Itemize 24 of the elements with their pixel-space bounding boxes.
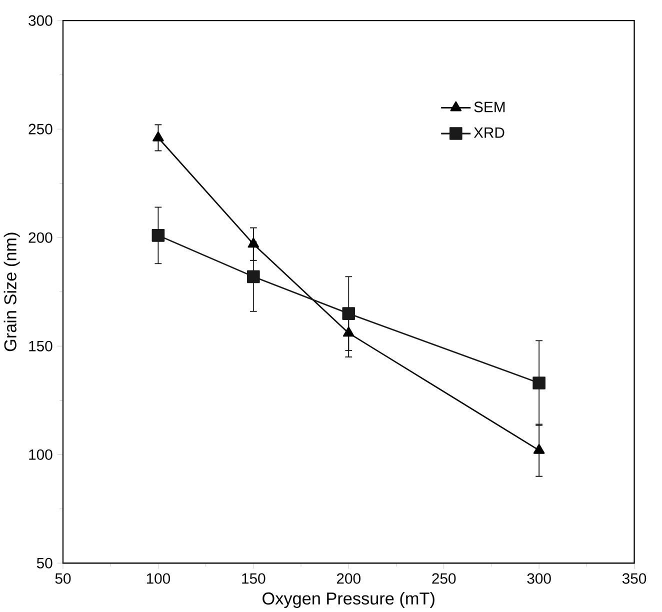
x-tick-label: 350	[622, 573, 646, 584]
x-tick-label: 100	[146, 573, 170, 584]
point	[152, 131, 164, 142]
x-tick-label: 200	[336, 573, 360, 584]
y-tick-label: 100	[29, 449, 52, 460]
y-tick-label: 150	[29, 340, 52, 352]
y-axis-title: Grain Size (nm)	[4, 232, 20, 352]
point	[342, 307, 356, 320]
point	[152, 229, 165, 242]
legend-label: SEM	[474, 102, 505, 112]
x-tick-label: 250	[432, 573, 456, 584]
y-tick-label: 300	[28, 15, 52, 26]
legend-label: XRD	[474, 128, 504, 138]
y-tick-label: 250	[28, 124, 52, 134]
x-tick-label: 50	[55, 573, 71, 584]
point	[247, 270, 260, 284]
point	[532, 376, 546, 390]
y-tick-label: 200	[28, 232, 52, 243]
x-tick-label: 150	[242, 573, 266, 584]
point	[248, 238, 260, 248]
x-tick-label: 300	[527, 573, 551, 584]
point	[342, 326, 354, 337]
y-tick-label: 50	[36, 558, 52, 568]
x-axis-title: Oxygen Pressure (mT)	[262, 592, 434, 608]
